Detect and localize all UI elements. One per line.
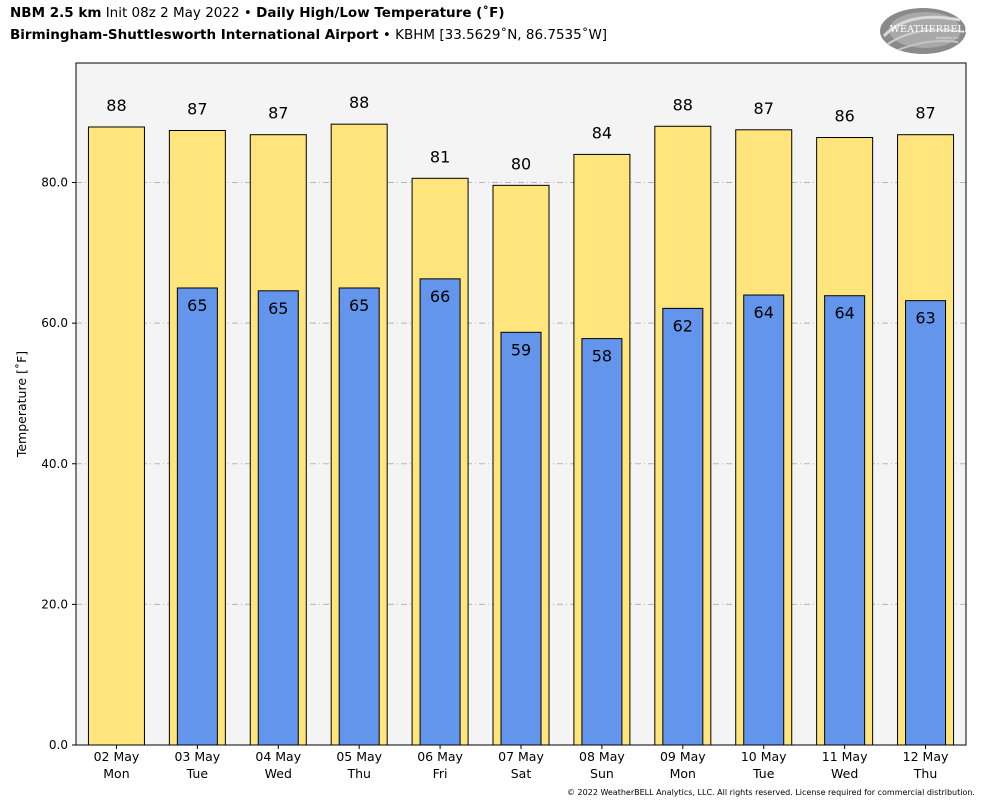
x-tick-label-date: 02 May [94,749,140,764]
x-tick-label-date: 07 May [498,749,544,764]
high-temp-label: 87 [754,99,774,118]
station-name: Birmingham-Shuttlesworth International A… [10,27,379,43]
low-temp-label: 64 [834,304,854,323]
low-temp-label: 65 [187,296,207,315]
high-temp-label: 80 [511,154,531,173]
x-tick-label-date: 08 May [579,749,625,764]
low-temp-label: 66 [430,287,450,306]
x-tick-label-date: 04 May [255,749,301,764]
low-temp-label: 58 [592,347,612,366]
model-name: NBM 2.5 km [10,5,102,21]
product-title: Daily High/Low Temperature (˚F) [256,5,505,21]
low-temp-bar [662,307,704,746]
low-temp-bar [824,295,866,746]
low-temp-bar [500,331,542,746]
logo-wordmark: WEATHERBELL [890,24,971,35]
low-temp-bar [176,287,218,746]
logo-subtext: Analytics LLC [936,36,960,40]
low-temp-label: 59 [511,340,531,359]
x-tick-label-day: Tue [186,766,209,781]
high-temp-label: 86 [834,107,854,126]
high-temp-label: 84 [592,123,612,142]
x-tick-label-date: 06 May [417,749,463,764]
x-tick-label-day: Mon [670,766,696,781]
low-temp-bar [905,300,947,746]
x-tick-label-date: 10 May [741,749,787,764]
low-temp-label: 64 [754,303,774,322]
low-temp-bar [743,294,785,746]
low-temp-label: 63 [915,309,935,328]
x-tick-label-day: Thu [346,766,370,781]
x-tick-label-day: Fri [433,766,448,781]
bars [87,123,955,746]
low-temp-bar [338,287,380,746]
x-tick-label-date: 03 May [174,749,220,764]
y-tick-label: 40.0 [41,457,68,471]
separator-bullet: • [243,5,252,21]
y-tick-label: 0.0 [49,738,68,752]
y-tick-label: 80.0 [41,176,68,190]
x-tick-label-day: Thu [913,766,937,781]
high-temp-label: 87 [268,104,288,123]
x-tick-label-day: Wed [265,766,292,781]
low-temp-label: 65 [268,299,288,318]
x-tick-label-day: Mon [103,766,129,781]
low-temp-bar [419,278,461,746]
x-tick-label-date: 12 May [903,749,949,764]
x-tick-label-day: Sat [511,766,532,781]
separator-bullet: • [382,27,391,43]
axes: 0.0 20.0 40.0 60.0 80.0 02 May Mon 03 May Tue 04 … [41,62,967,781]
station-metadata: KBHM [33.5629˚N, 86.7535˚W] [395,27,608,43]
x-tick-label-day: Tue [752,766,775,781]
high-temp-label: 87 [915,104,935,123]
x-tick-label-day: Wed [831,766,858,781]
init-time: Init 08z 2 May 2022 [105,5,240,21]
x-tick-label-date: 09 May [660,749,706,764]
high-temp-bar [87,126,145,746]
data-labels: 88 87 65 87 65 88 65 81 66 80 59 84 58 88 62 87 64 86 64 87… [106,93,935,365]
y-tick-label: 60.0 [41,316,68,330]
high-temp-label: 81 [430,147,450,166]
high-temp-label: 88 [349,93,369,112]
x-tick-label-day: Sun [590,766,614,781]
high-temp-label: 87 [187,99,207,118]
x-tick-label-date: 11 May [822,749,868,764]
y-tick-label: 20.0 [41,597,68,611]
high-temp-label: 88 [673,95,693,114]
high-temp-label: 88 [106,96,126,115]
x-tick-label-date: 05 May [336,749,382,764]
low-temp-label: 65 [349,296,369,315]
y-axis-label: Temperature [˚F] [14,351,29,458]
chart-header-line1: NBM 2.5 km Init 08z 2 May 2022 • Daily H… [10,5,505,21]
weatherbell-logo: WEATHERBELL Analytics LLC [878,6,971,56]
low-temp-bar [581,338,623,746]
logo-swirl-icon [880,8,966,54]
low-temp-label: 62 [673,316,693,335]
low-temp-bar [257,290,299,746]
copyright-footer: © 2022 WeatherBELL Analytics, LLC. All r… [567,788,975,797]
chart-header-line2: Birmingham-Shuttlesworth International A… [10,27,607,43]
